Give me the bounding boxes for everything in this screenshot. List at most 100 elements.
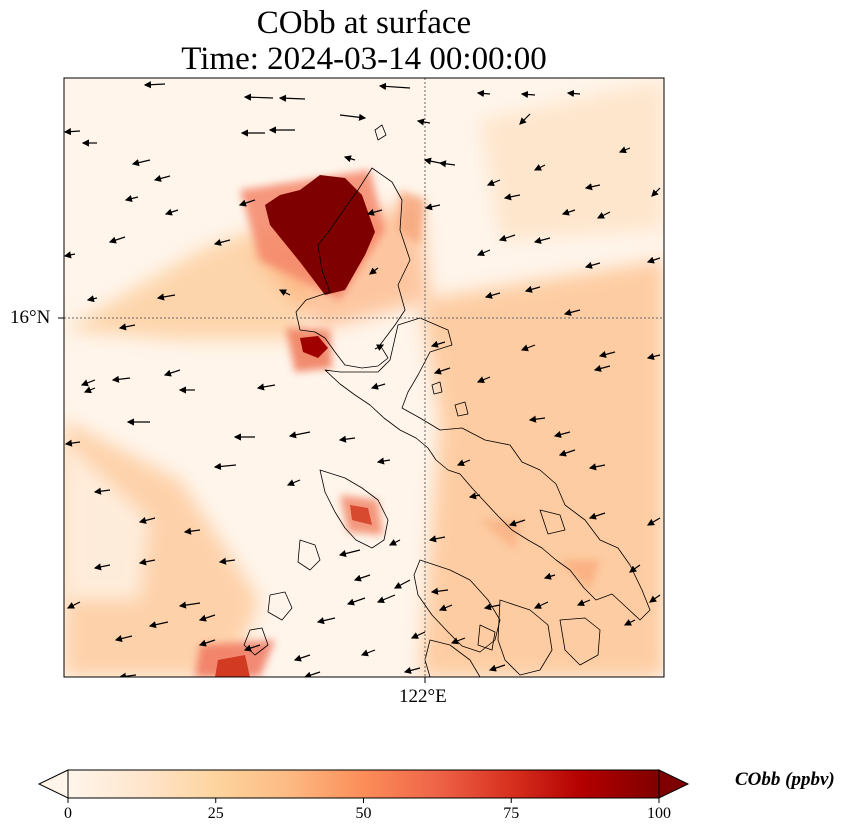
wind-arrow xyxy=(370,382,386,390)
wind-arrow xyxy=(646,353,661,361)
colorbar xyxy=(37,769,690,803)
colorbar-tick-label: 25 xyxy=(207,805,224,822)
wind-arrow xyxy=(476,249,491,257)
colorbar-label: CObb (ppbv) xyxy=(735,769,835,790)
wind-arrow xyxy=(488,664,506,672)
wind-arrow xyxy=(303,671,321,677)
wind-arrow xyxy=(476,376,491,384)
wind-arrow xyxy=(374,344,385,351)
wind-arrow xyxy=(243,644,261,652)
wind-arrow xyxy=(66,601,81,609)
wind-arrow xyxy=(438,160,456,168)
wind-arrow xyxy=(388,539,401,546)
wind-arrow xyxy=(629,564,641,573)
coastline xyxy=(243,124,651,677)
colorbar-tickmarks xyxy=(67,798,660,803)
wind-arrow xyxy=(433,367,451,375)
wind-arrow xyxy=(143,81,166,89)
wind-arrow xyxy=(238,199,256,207)
wind-arrow xyxy=(520,344,536,352)
coastline-segment xyxy=(539,509,566,535)
wind-arrow xyxy=(148,621,169,629)
wind-arrow xyxy=(83,386,96,394)
colorbar-extend-low xyxy=(37,769,69,799)
wind-arrow xyxy=(114,635,133,643)
wind-arrow xyxy=(64,251,76,259)
wind-arrow xyxy=(131,159,151,167)
wind-arrow xyxy=(64,128,81,136)
wind-arrow xyxy=(584,261,601,269)
wind-arrow xyxy=(376,457,391,465)
wind-arrow xyxy=(164,208,179,216)
coastline-segment xyxy=(295,167,411,369)
coastline-segment xyxy=(243,627,269,656)
coastline-segment xyxy=(431,381,443,395)
coastline-segment xyxy=(297,539,321,571)
chart-title-line2: Time: 2024-03-14 00:00:00 xyxy=(181,41,547,77)
wind-arrow xyxy=(339,113,367,121)
wind-arrow xyxy=(533,236,551,244)
wind-arrow xyxy=(450,637,466,645)
wind-arrow xyxy=(366,208,383,216)
wind-arrow xyxy=(278,289,291,296)
wind-arrow xyxy=(483,603,501,611)
colorbar-gradient xyxy=(68,770,659,798)
wind-arrow xyxy=(533,601,549,609)
wind-arrow xyxy=(378,82,411,90)
wind-arrow xyxy=(138,558,156,566)
wind-arrow xyxy=(649,594,661,603)
wind-arrow xyxy=(588,463,606,471)
wind-arrow xyxy=(93,487,111,495)
wind-arrow xyxy=(598,350,616,358)
wind-arrow xyxy=(198,614,216,622)
wind-arrow xyxy=(486,179,501,187)
wind-arrow xyxy=(86,295,98,303)
wind-arrow xyxy=(218,557,236,565)
wind-arrow xyxy=(403,666,421,674)
wind-arrow xyxy=(428,535,446,543)
wind-arrow xyxy=(484,291,501,299)
wind-arrow xyxy=(243,93,274,101)
wind-arrow xyxy=(108,236,126,244)
wind-arrow xyxy=(111,375,131,383)
concentration-patch xyxy=(64,440,150,600)
wind-arrow xyxy=(213,238,231,246)
wind-arrow xyxy=(178,601,201,609)
coastline-segment xyxy=(454,401,469,417)
concentration-patch xyxy=(560,560,600,590)
wind-arrow xyxy=(618,146,631,154)
wind-arrow xyxy=(508,519,526,527)
wind-arrow xyxy=(346,597,366,606)
wind-arrow xyxy=(423,157,441,165)
gridlines xyxy=(64,78,664,677)
wind-arrow xyxy=(651,187,661,197)
wind-arrow xyxy=(584,183,601,191)
wind-arrow xyxy=(476,89,491,98)
wind-arrow xyxy=(293,654,311,662)
wind-arrow xyxy=(360,649,376,657)
wind-arrow xyxy=(163,369,181,377)
wind-arrow xyxy=(533,164,546,171)
wind-arrow xyxy=(410,631,426,639)
wind-arrow xyxy=(424,203,441,211)
coastline-segment xyxy=(324,317,651,621)
colorbar-tick-label: 75 xyxy=(503,805,520,822)
wind-arrow xyxy=(138,516,156,524)
wind-arrow xyxy=(278,94,306,102)
wind-arrow xyxy=(576,599,591,607)
wind-arrow xyxy=(416,118,431,126)
concentration-patch xyxy=(300,336,328,358)
wind-arrow xyxy=(369,267,379,275)
wind-arrow xyxy=(588,512,606,520)
chart-title-line1: CObb at surface xyxy=(256,5,472,41)
wind-arrow xyxy=(124,195,139,203)
wind-arrow xyxy=(646,256,661,264)
coastline-segment xyxy=(497,599,553,676)
wind-arrow xyxy=(596,211,611,219)
wind-arrow xyxy=(646,517,661,526)
coastline-segment xyxy=(413,559,501,653)
wind-arrow xyxy=(558,449,576,457)
wind-arrow xyxy=(80,379,96,387)
wind-arrow xyxy=(256,383,276,391)
wind-arrow xyxy=(156,293,176,301)
